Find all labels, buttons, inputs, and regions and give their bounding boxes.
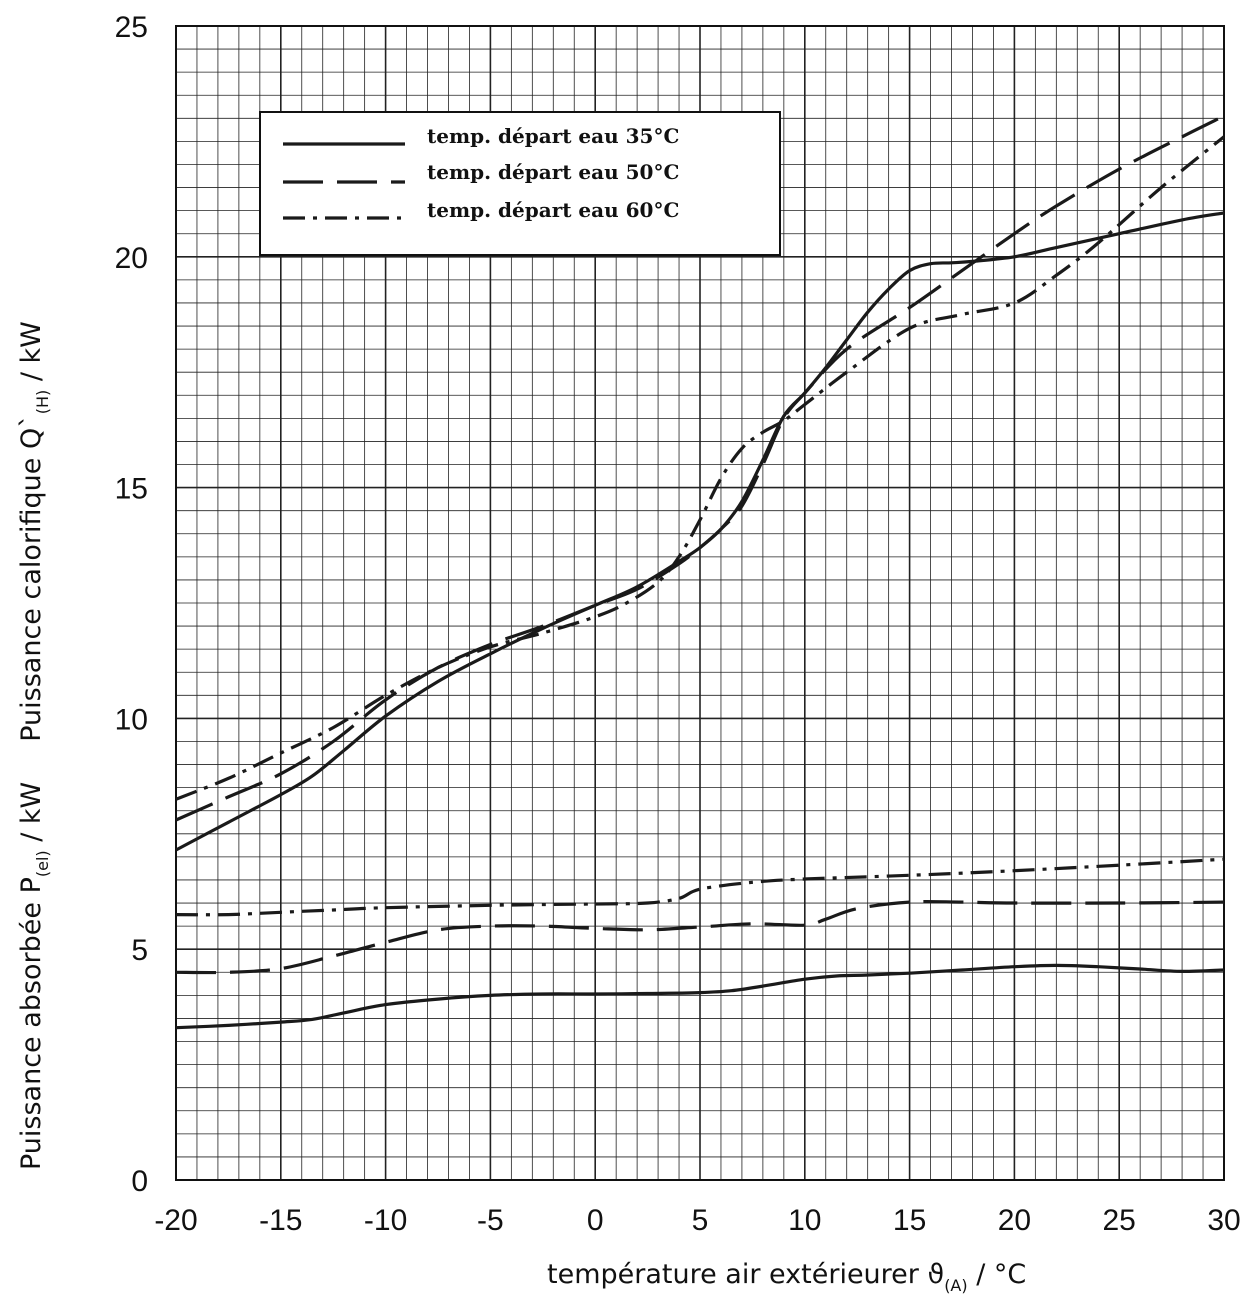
x-tick-label: -5 (477, 1204, 504, 1237)
x-tick-label: 30 (1207, 1204, 1240, 1237)
x-tick-label: -20 (154, 1204, 197, 1237)
legend: temp. départ eau 35°C temp. départ eau 5… (259, 111, 781, 256)
heating-curve-50c (175, 114, 1225, 822)
curves (175, 114, 1225, 1030)
electric-curve-35c (175, 963, 1225, 1030)
x-axis-label-main: température air extérieurer (547, 1259, 927, 1290)
x-tick-label: 20 (998, 1204, 1031, 1237)
y-tick-label: 10 (115, 703, 148, 736)
legend-label-50: temp. départ eau 50°C (427, 160, 679, 184)
legend-label-35: temp. départ eau 35°C (427, 124, 679, 148)
y-tick-label: 15 (115, 473, 148, 506)
y-axis-label-heating-unit: / kW (16, 321, 47, 390)
x-tick-label: -15 (259, 1204, 302, 1237)
x-tick-label: 10 (788, 1204, 821, 1237)
x-tick-label: 25 (1103, 1204, 1136, 1237)
y-tick-label: 25 (115, 11, 148, 44)
y-axis-label-electric-unit: / kW (16, 782, 47, 851)
x-tick-label: 0 (587, 1204, 604, 1237)
y-tick-label: 0 (131, 1165, 148, 1198)
y-tick-label: 20 (115, 242, 148, 275)
y-axis-label-electric-main: Puissance absorbée P (16, 877, 47, 1170)
electric-curve-50c (175, 899, 1225, 975)
x-axis-label: température air extérieurer ϑ(A) / °C (547, 1259, 1026, 1295)
y-axis-label: Puissance absorbée P(el) / kW Puissance c… (16, 321, 52, 1170)
x-axis-label-symbol: ϑ (927, 1259, 944, 1290)
heating-curve-60c (175, 135, 1225, 801)
y-axis-label-heating-main: Puissance calorifique Q` (16, 414, 47, 741)
x-tick-label: -10 (364, 1204, 407, 1237)
y-axis-label-heating-subscript: (H) (33, 390, 52, 415)
x-tick-label: 15 (893, 1204, 926, 1237)
y-tick-labels: 0 5 10 15 20 25 (115, 11, 148, 1198)
x-tick-labels: -20 -15 -10 -5 0 5 10 15 20 25 30 (154, 1204, 1240, 1237)
legend-label-60: temp. départ eau 60°C (427, 198, 679, 222)
x-axis-label-unit: / °C (968, 1259, 1027, 1290)
y-axis-label-electric-subscript: (el) (33, 850, 52, 877)
y-tick-label: 5 (131, 934, 148, 967)
plot-frame (175, 25, 1225, 1181)
x-tick-label: 5 (692, 1204, 709, 1237)
x-axis-label-subscript: (A) (944, 1276, 967, 1295)
